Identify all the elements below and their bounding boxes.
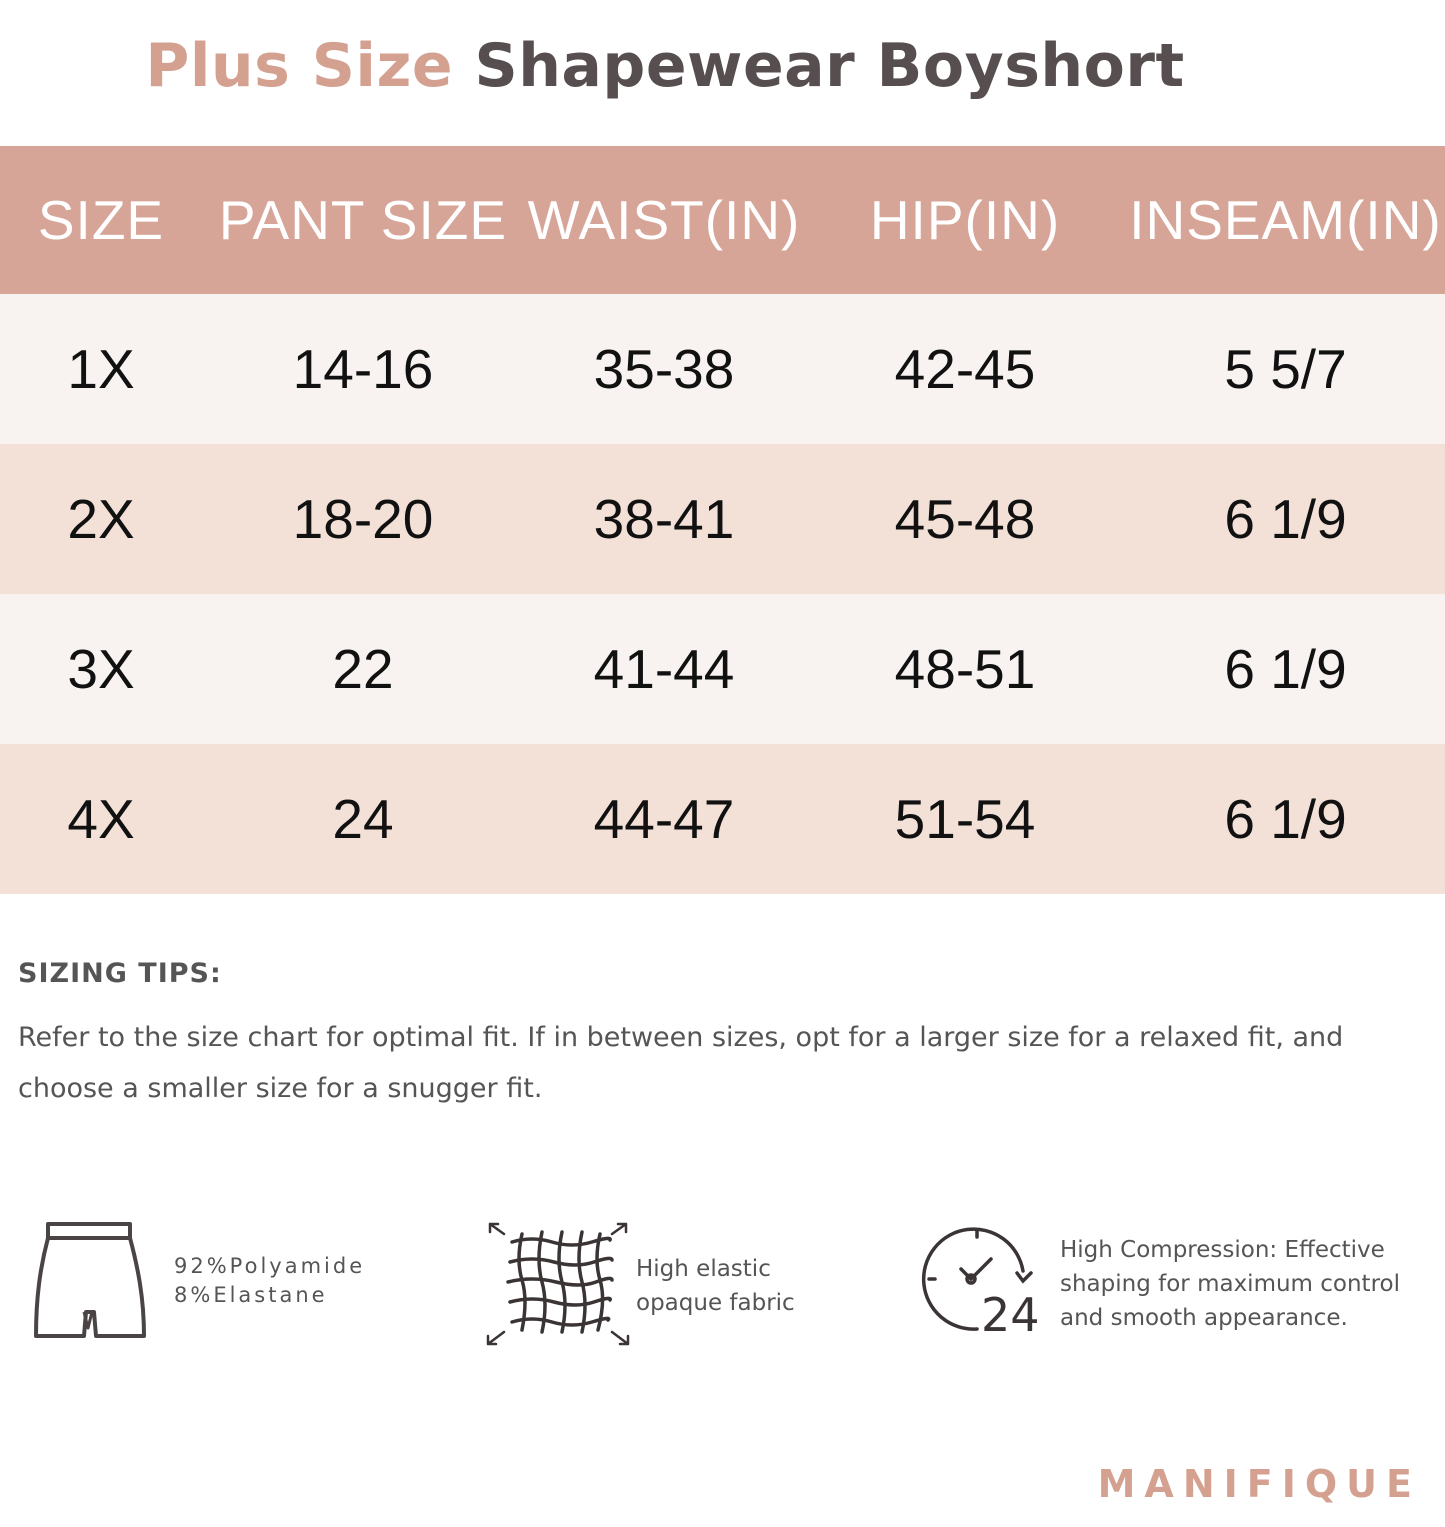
header-size: SIZE xyxy=(37,189,165,251)
cell-size: 4X xyxy=(67,788,135,850)
title-accent: Plus Size xyxy=(145,31,454,101)
shorts-icon xyxy=(34,1222,146,1338)
material-line-1: 92%Polyamide xyxy=(174,1254,366,1278)
cell-pant-size: 18-20 xyxy=(292,488,434,550)
cell-pant-size: 22 xyxy=(332,638,394,700)
cell-hip: 45-48 xyxy=(894,488,1036,550)
cell-waist: 41-44 xyxy=(593,638,735,700)
feature-fabric: High elastic opaque fabric xyxy=(470,1210,890,1360)
table-header-row: SIZE PANT SIZE WAIST(IN) HIP(IN) INSEAM(… xyxy=(0,146,1445,294)
cell-hip: 42-45 xyxy=(894,338,1036,400)
cell-waist: 44-47 xyxy=(593,788,735,850)
title-main: Shapewear Boyshort xyxy=(474,31,1185,101)
compression-line-1: High Compression: Effective xyxy=(1060,1237,1385,1263)
table-row: 1X 14-16 35-38 42-45 5 5/7 xyxy=(0,294,1445,444)
cell-inseam: 6 1/9 xyxy=(1224,488,1347,550)
feature-material: 92%Polyamide 8%Elastane xyxy=(0,1200,420,1360)
page-title: Plus Size Shapewear Boyshort xyxy=(0,28,1330,104)
size-chart-table: SIZE PANT SIZE WAIST(IN) HIP(IN) INSEAM(… xyxy=(0,146,1445,894)
header-pant-size: PANT SIZE xyxy=(218,189,508,251)
compression-line-2: shaping for maximum control xyxy=(1060,1271,1400,1297)
cell-size: 3X xyxy=(67,638,135,700)
header-inseam: INSEAM(IN) xyxy=(1129,189,1442,251)
cell-inseam: 6 1/9 xyxy=(1224,788,1347,850)
fabric-line-1: High elastic xyxy=(636,1256,771,1282)
brand-logo: MANIFIQUE xyxy=(1097,1462,1421,1506)
sizing-tips-text: Refer to the size chart for optimal fit.… xyxy=(18,1022,1344,1104)
cell-inseam: 5 5/7 xyxy=(1224,338,1347,400)
cell-hip: 48-51 xyxy=(894,638,1036,700)
material-line-2: 8%Elastane xyxy=(174,1283,328,1307)
header-waist: WAIST(IN) xyxy=(527,189,801,251)
clock-24-label: 24 xyxy=(981,1288,1040,1335)
cell-size: 1X xyxy=(67,338,135,400)
cell-hip: 51-54 xyxy=(894,788,1036,850)
cell-waist: 38-41 xyxy=(593,488,735,550)
table-row: 3X 22 41-44 48-51 6 1/9 xyxy=(0,594,1445,744)
cell-size: 2X xyxy=(67,488,135,550)
stretch-fabric-icon xyxy=(486,1222,630,1346)
feature-compression: 24 High Compression: Effective shaping f… xyxy=(915,1215,1435,1365)
cell-pant-size: 24 xyxy=(332,788,394,850)
table-row: 4X 24 44-47 51-54 6 1/9 xyxy=(0,744,1445,894)
cell-waist: 35-38 xyxy=(593,338,735,400)
cell-inseam: 6 1/9 xyxy=(1224,638,1347,700)
clock-24-icon: 24 xyxy=(921,1227,1040,1335)
cell-pant-size: 14-16 xyxy=(292,338,434,400)
table-row: 2X 18-20 38-41 45-48 6 1/9 xyxy=(0,444,1445,594)
fabric-line-2: opaque fabric xyxy=(636,1290,795,1316)
header-hip: HIP(IN) xyxy=(869,189,1061,251)
sizing-tips-heading: SIZING TIPS: xyxy=(18,958,222,989)
compression-line-3: and smooth appearance. xyxy=(1060,1305,1348,1331)
